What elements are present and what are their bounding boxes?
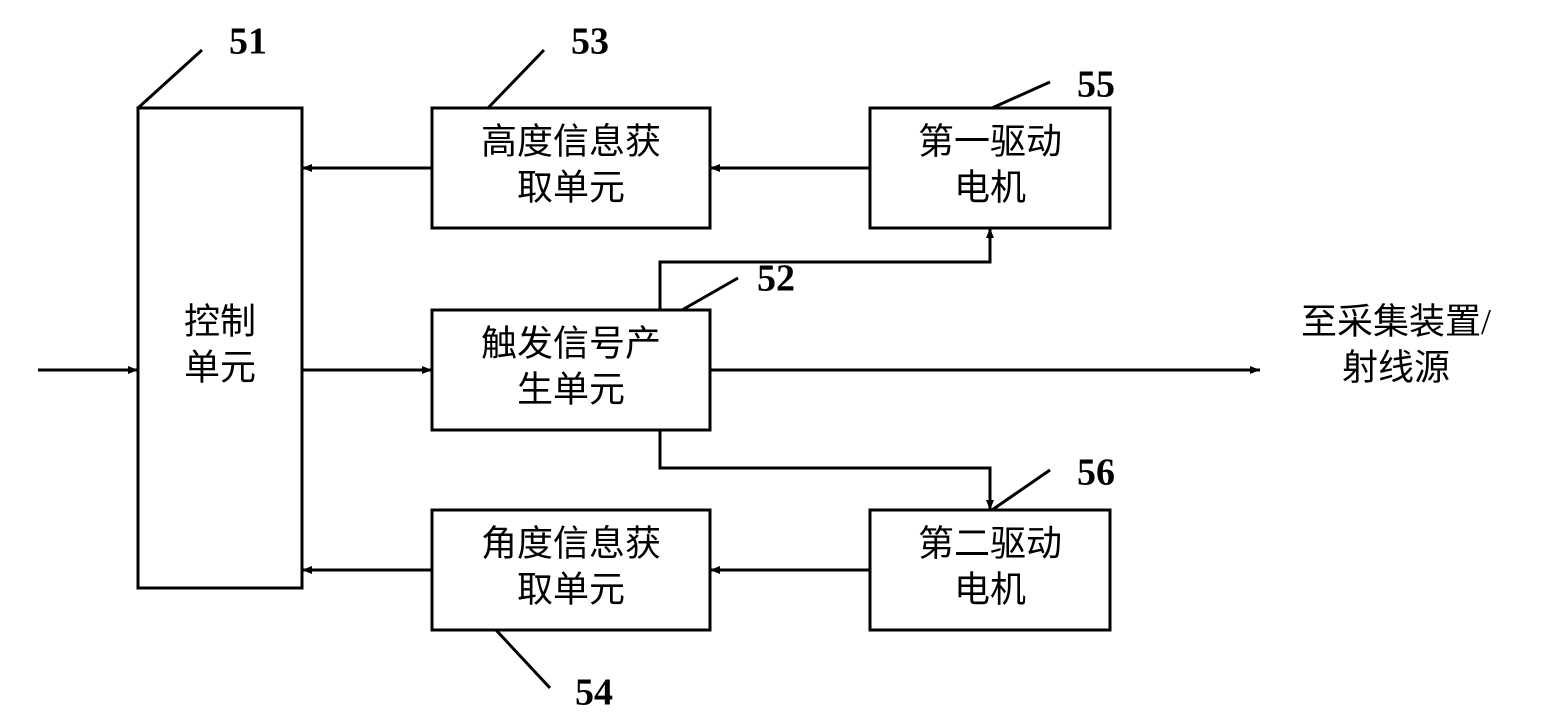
node-n53-line1: 取单元	[517, 167, 625, 207]
ref-label-l53: 53	[571, 21, 609, 63]
node-n52-line0: 触发信号产	[481, 323, 661, 363]
output-label-line1: 射线源	[1342, 347, 1450, 387]
node-n53-line0: 高度信息获	[481, 121, 661, 161]
edge-4	[660, 228, 990, 310]
output-label-line0: 至采集装置/	[1301, 301, 1491, 341]
block-diagram: 控制单元高度信息获取单元触发信号产生单元角度信息获取单元第一驱动电机第二驱动电机…	[0, 0, 1563, 713]
output-label: 至采集装置/射线源	[1301, 301, 1491, 387]
node-n56-line1: 电机	[954, 569, 1026, 609]
node-n56-line0: 第二驱动	[918, 523, 1062, 563]
node-n52: 触发信号产生单元	[432, 310, 710, 430]
node-n54: 角度信息获取单元	[432, 510, 710, 630]
node-n51-line0: 控制	[184, 301, 256, 341]
ref-label-l54: 54	[575, 672, 613, 713]
leader-1	[488, 50, 544, 108]
node-n51: 控制单元	[138, 108, 302, 588]
ref-label-l51: 51	[229, 21, 267, 63]
node-n53: 高度信息获取单元	[432, 108, 710, 228]
leader-3	[682, 278, 738, 310]
node-n52-line1: 生单元	[517, 369, 625, 409]
ref-label-l55: 55	[1077, 64, 1115, 106]
ref-label-l56: 56	[1077, 452, 1115, 494]
node-n55-line0: 第一驱动	[918, 121, 1062, 161]
node-n56: 第二驱动电机	[870, 510, 1110, 630]
node-n54-line0: 角度信息获	[481, 523, 661, 563]
node-n55-line1: 电机	[954, 167, 1026, 207]
node-n55: 第一驱动电机	[870, 108, 1110, 228]
leader-0	[138, 50, 202, 108]
node-n54-line1: 取单元	[517, 569, 625, 609]
leader-4	[992, 470, 1050, 510]
edge-5	[660, 430, 990, 510]
node-n51-line1: 单元	[184, 347, 256, 387]
leader-5	[496, 630, 550, 688]
leader-2	[992, 82, 1050, 108]
ref-label-l52: 52	[757, 258, 795, 300]
